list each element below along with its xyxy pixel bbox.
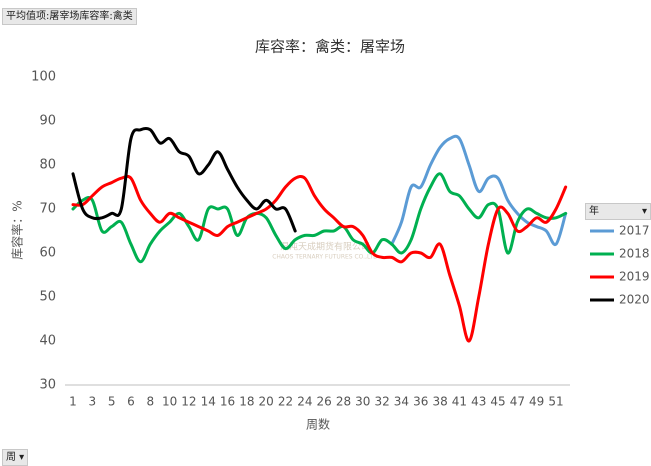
line-series: [71, 172, 568, 264]
y-tick-label: 60: [39, 246, 56, 261]
x-tick-label: 43: [471, 395, 486, 409]
y-tick-label: 40: [39, 334, 56, 349]
x-tick-label: 41: [452, 395, 467, 409]
legend-label: 2020: [619, 293, 650, 307]
legend-label: 2017: [619, 224, 650, 238]
x-tick-label: 47: [510, 395, 525, 409]
watermark-text: 混沌天成期货有限公司: [280, 241, 370, 253]
value-field-button[interactable]: 平均值项:屠宰场库容率:禽类: [2, 8, 137, 25]
y-tick-label: 90: [39, 114, 56, 129]
x-tick-label: 8: [146, 395, 154, 409]
x-tick-label: 1: [69, 395, 77, 409]
legend-label: 2018: [619, 247, 650, 261]
x-tick-label: 45: [490, 395, 505, 409]
x-tick-label: 22: [278, 395, 293, 409]
x-tick-label: 32: [374, 395, 389, 409]
y-tick-label: 50: [39, 290, 56, 305]
legend-field-button[interactable]: 年 ▾: [585, 203, 651, 220]
x-tick-label: 38: [432, 395, 447, 409]
x-tick-label: 24: [297, 395, 312, 409]
x-tick-label: 30: [355, 395, 370, 409]
line-series: [71, 174, 568, 343]
y-tick-label: 80: [39, 158, 56, 173]
x-tick-label: 12: [181, 395, 196, 409]
legend-field-label: 年: [589, 206, 599, 217]
x-tick-label: 34: [394, 395, 409, 409]
y-tick-label: 100: [31, 70, 56, 85]
x-axis-title: 周数: [306, 417, 330, 432]
y-axis-title: 库容率：%: [10, 200, 25, 259]
line-series: [71, 126, 297, 233]
line-series: [390, 134, 568, 247]
y-tick-label: 30: [39, 378, 56, 393]
x-tick-label: 16: [220, 395, 235, 409]
chart-title: 库容率：禽类：屠宰场: [255, 38, 405, 56]
y-tick-label: 70: [39, 202, 56, 217]
axis-field-label: 周: [6, 452, 16, 463]
x-tick-label: 5: [108, 395, 116, 409]
x-tick-label: 36: [413, 395, 428, 409]
x-tick-label: 49: [529, 395, 544, 409]
x-tick-label: 51: [548, 395, 563, 409]
legend-label: 2019: [619, 270, 650, 284]
x-tick-label: 18: [239, 395, 254, 409]
x-tick-label: 10: [162, 395, 177, 409]
x-tick-label: 26: [317, 395, 332, 409]
x-tick-label: 6: [127, 395, 135, 409]
axis-field-button[interactable]: 周 ▾: [2, 449, 29, 466]
x-tick-label: 3: [88, 395, 96, 409]
watermark-text: CHAOS TERNARY FUTURES CO.,LTD: [272, 254, 378, 261]
x-tick-label: 28: [336, 395, 351, 409]
x-tick-label: 20: [259, 395, 274, 409]
x-tick-label: 14: [201, 395, 216, 409]
